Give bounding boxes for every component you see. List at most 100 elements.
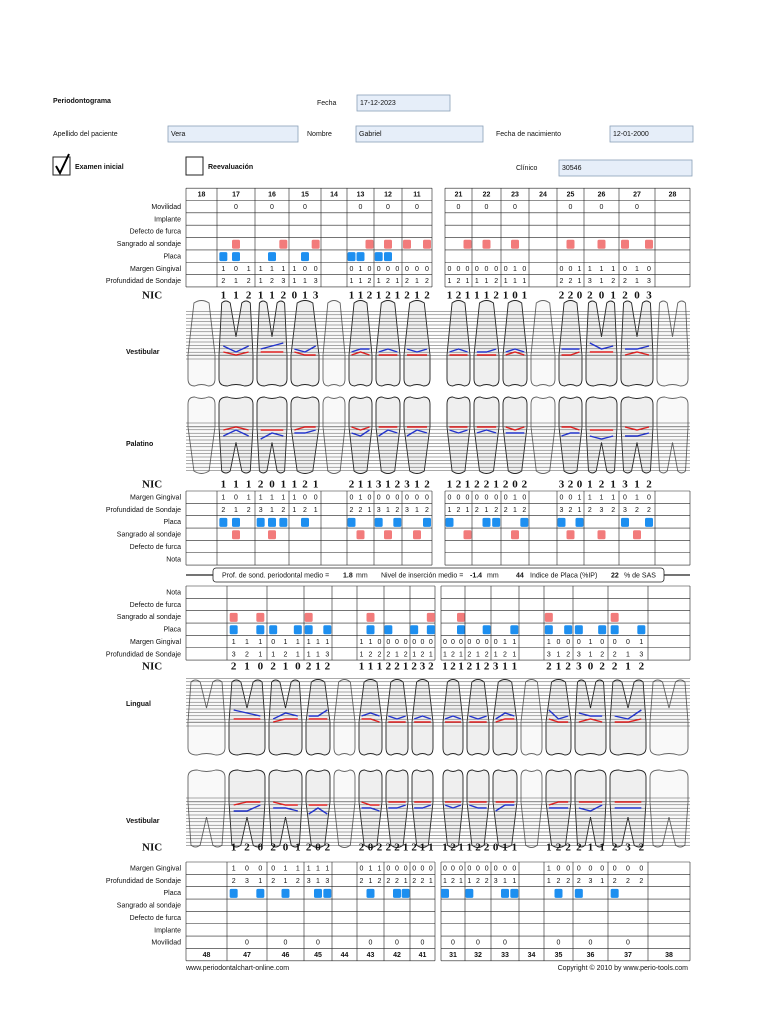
- tooth: [620, 300, 654, 387]
- input-box[interactable]: [609, 125, 694, 143]
- probing-depth-value: 3: [377, 507, 381, 514]
- mobility-value: 0: [415, 204, 419, 211]
- nic-value: 2: [258, 479, 264, 491]
- nic-value: 2: [428, 661, 434, 673]
- probing-depth-value: 2: [600, 651, 604, 658]
- gingival-margin-value: 1: [296, 639, 300, 646]
- tooth-number: 47: [243, 952, 251, 959]
- tooth: [333, 769, 356, 848]
- probing-depth-value: 1: [270, 507, 274, 514]
- tooth: [502, 396, 528, 474]
- gingival-margin-value: 0: [623, 495, 627, 502]
- gingival-margin-value: 1: [588, 266, 592, 273]
- input-box[interactable]: [356, 94, 451, 112]
- nic-value: 2: [450, 661, 456, 673]
- probing-depth-line: [476, 429, 497, 434]
- nic-value: 0: [258, 842, 264, 854]
- nic-value: 2: [395, 479, 401, 491]
- tooth: [558, 396, 583, 474]
- plaque-mark: [445, 517, 454, 527]
- tooth-number: 21: [455, 192, 463, 199]
- gingival-margin-value: 1: [259, 266, 263, 273]
- nic-value: 2: [306, 842, 312, 854]
- nic-value: 1: [283, 661, 289, 673]
- nic-value: 2: [424, 290, 430, 302]
- nic-value: 2: [599, 661, 605, 673]
- nic-value: 1: [258, 290, 264, 302]
- probing-depth-value: 2: [395, 507, 399, 514]
- tooth: [492, 679, 518, 756]
- nic-value: 2: [484, 661, 490, 673]
- gingival-margin-value: 0: [421, 866, 425, 873]
- nic-value: 1: [302, 290, 308, 302]
- row-label: Defecto de furca: [130, 544, 181, 551]
- gingival-margin-value: 0: [494, 866, 498, 873]
- bleeding-mark: [232, 239, 240, 249]
- input-box[interactable]: [355, 125, 484, 143]
- probing-depth-value: 3: [307, 878, 311, 885]
- probing-depth-value: 2: [303, 507, 307, 514]
- input-box[interactable]: [558, 159, 693, 177]
- probing-depth-value: 3: [547, 651, 551, 658]
- gingival-margin-value: 0: [466, 266, 470, 273]
- tooth: [322, 300, 346, 387]
- plaque-mark: [410, 625, 419, 635]
- tooth-number: 31: [449, 952, 457, 959]
- gingival-margin-value: 1: [600, 266, 604, 273]
- probing-depth-line: [406, 348, 428, 353]
- tooth: [411, 769, 434, 848]
- plaque-mark: [347, 252, 356, 262]
- probing-depth-value: 1: [578, 507, 582, 514]
- tooth: [442, 769, 464, 848]
- row-label: Placa: [163, 519, 181, 526]
- plaque-mark: [323, 888, 332, 898]
- plaque-mark: [610, 888, 619, 898]
- gingival-margin-value: 1: [270, 266, 274, 273]
- nic-value: 2: [411, 842, 417, 854]
- probing-depth-value: 1: [626, 651, 630, 658]
- probing-depth-value: 1: [578, 278, 582, 285]
- checkbox[interactable]: [185, 156, 204, 176]
- gingival-margin-value: 0: [476, 639, 480, 646]
- gingival-margin-value: 1: [611, 495, 615, 502]
- probing-depth-value: 2: [368, 278, 372, 285]
- probing-depth-line: [361, 712, 380, 717]
- probing-depth-value: 2: [494, 278, 498, 285]
- gingival-margin-value: 1: [378, 866, 382, 873]
- gingival-margin-line: [548, 718, 569, 723]
- tooth: [502, 300, 528, 387]
- checkbox[interactable]: [52, 156, 71, 176]
- nic-value: 1: [502, 661, 508, 673]
- probing-depth-value: 1: [259, 278, 263, 285]
- gingival-margin-value: 1: [578, 495, 582, 502]
- gingival-margin-line: [624, 426, 650, 431]
- nic-value: 2: [244, 842, 250, 854]
- bleeding-mark: [423, 239, 431, 249]
- tooth: [403, 396, 431, 474]
- gingival-margin-value: 1: [635, 266, 639, 273]
- summary-bar: [212, 567, 665, 583]
- gingival-margin-value: 0: [494, 495, 498, 502]
- probing-depth-value: 2: [360, 878, 364, 885]
- probing-depth-value: 3: [560, 507, 564, 514]
- nic-value: 1: [467, 842, 473, 854]
- gingival-margin-value: 0: [368, 495, 372, 502]
- input-box[interactable]: [167, 125, 299, 143]
- gingival-margin-value: 0: [560, 266, 564, 273]
- nic-value: 1: [233, 290, 239, 302]
- gingival-margin-value: 1: [258, 639, 262, 646]
- probing-depth-value: 1: [258, 878, 262, 885]
- row-label: Nota: [166, 590, 181, 597]
- nic-value: 1: [221, 290, 227, 302]
- summary-label: mm: [356, 572, 368, 579]
- gingival-margin-line: [495, 718, 515, 723]
- plaque-mark: [232, 252, 240, 262]
- probing-depth-line: [625, 432, 650, 437]
- probing-depth-line: [469, 715, 487, 720]
- tooth: [446, 396, 471, 474]
- nic-value: 1: [610, 290, 616, 302]
- plaque-mark: [323, 625, 332, 635]
- probing-depth-line: [260, 432, 284, 440]
- gingival-margin-value: 1: [284, 639, 288, 646]
